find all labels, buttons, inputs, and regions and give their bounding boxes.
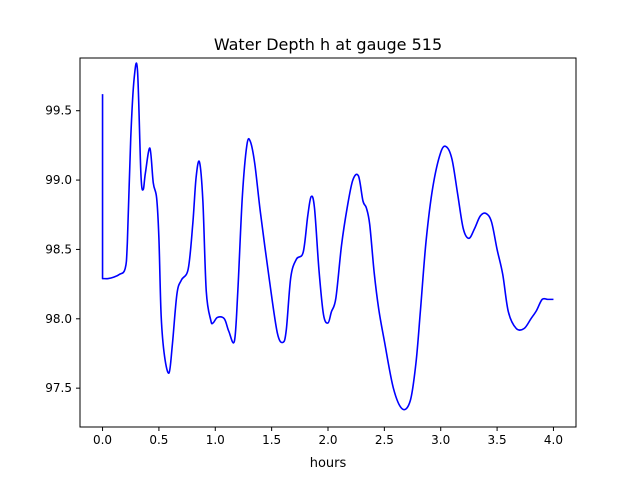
x-tick-label: 0.5 (149, 433, 168, 447)
x-axis-label: hours (310, 456, 347, 471)
y-tick-label: 97.5 (45, 381, 72, 395)
plot-frame (79, 57, 577, 428)
x-tick-label: 2.0 (318, 433, 337, 447)
x-tick-label: 1.0 (206, 433, 225, 447)
x-tick-label: 2.5 (375, 433, 394, 447)
y-tick-label: 98.0 (45, 312, 72, 326)
y-tick-label: 99.0 (45, 173, 72, 187)
chart-title: Water Depth h at gauge 515 (214, 35, 442, 54)
x-tick-label: 1.5 (262, 433, 281, 447)
axis-ticks: 0.0 0.5 1.0 1.5 2.0 2.5 3.0 3.5 4.0 97.5 98.0 98.5 9… (45, 104, 563, 447)
series-line (101, 62, 554, 411)
x-tick-label: 0.0 (93, 433, 112, 447)
y-tick-label: 99.5 (45, 104, 72, 118)
x-tick-label: 3.0 (431, 433, 450, 447)
y-tick-label: 98.5 (45, 242, 72, 256)
x-tick-label: 4.0 (544, 433, 563, 447)
x-tick-label: 3.5 (488, 433, 507, 447)
